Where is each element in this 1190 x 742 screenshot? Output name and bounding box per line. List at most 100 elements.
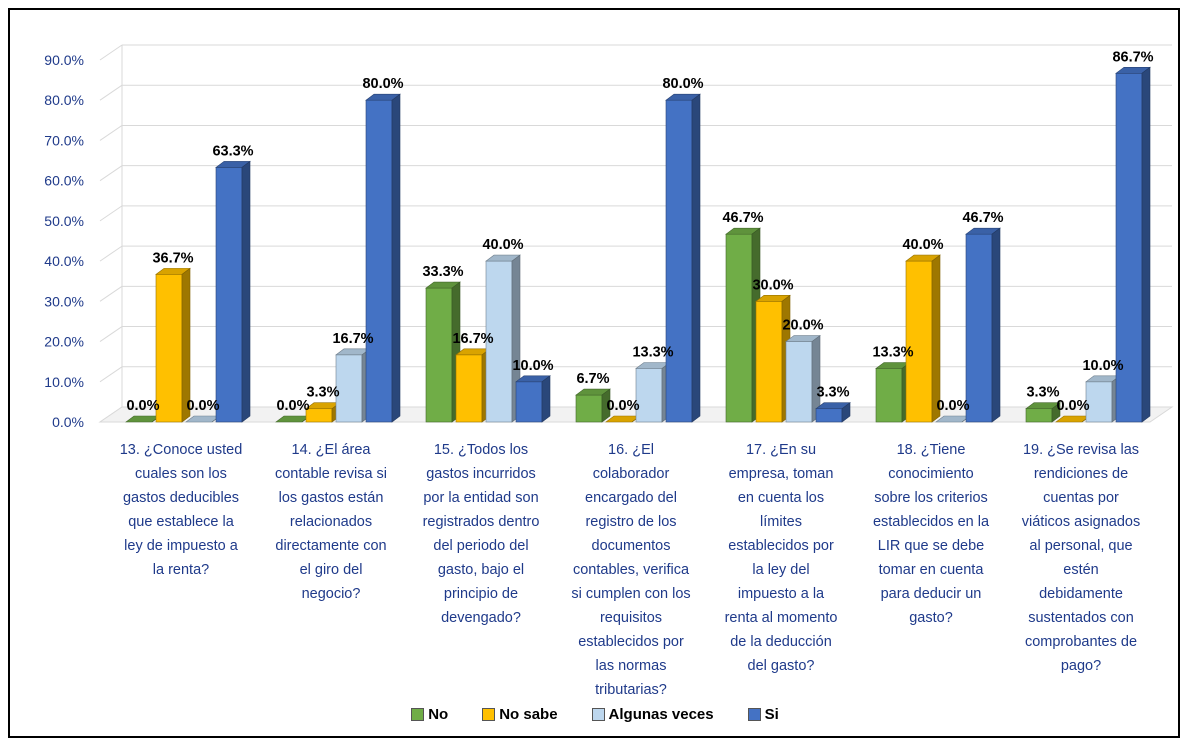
category-label: 14. ¿El área contable revisa si los gastos… xyxy=(262,438,400,606)
category-label-line: cuentas por xyxy=(1043,490,1119,506)
category-label-line: registro de los xyxy=(585,514,677,530)
legend-item: No xyxy=(411,706,448,723)
bar-algunas-veces xyxy=(1085,375,1121,423)
bar-front xyxy=(485,260,513,423)
gridline-side xyxy=(99,285,123,302)
category-label-line: 16. ¿El xyxy=(608,442,654,458)
bar-front xyxy=(155,274,183,423)
category-label-line: al personal, que xyxy=(1029,538,1133,554)
bar-front xyxy=(755,301,783,423)
category-label-line: gasto? xyxy=(909,610,953,626)
data-label: 3.3% xyxy=(306,385,339,401)
category-label-line: la ley del xyxy=(752,562,810,578)
data-label: 0.0% xyxy=(1056,398,1089,414)
bar-side xyxy=(691,93,701,423)
legend-swatch xyxy=(591,708,605,721)
category-label-line: si cumplen con los xyxy=(571,586,691,602)
category-label: 17. ¿En su empresa, toman en cuenta los lím… xyxy=(712,438,850,678)
data-label: 0.0% xyxy=(936,398,969,414)
category-label-line: por la entidad son xyxy=(423,490,539,506)
category-label-line: conocimiento xyxy=(888,466,974,482)
legend-swatch xyxy=(747,708,761,721)
legend-swatch xyxy=(411,708,425,721)
category-label-line: gastos incurridos xyxy=(426,466,536,482)
data-label: 30.0% xyxy=(752,277,793,293)
bar-side xyxy=(1051,402,1061,423)
y-tick-label: 70.0% xyxy=(44,132,84,148)
category-label-line: devengado? xyxy=(441,610,521,626)
data-label: 16.7% xyxy=(332,331,373,347)
bar-algunas-veces xyxy=(785,334,821,423)
category-label-line: negocio? xyxy=(301,586,361,602)
bar-no xyxy=(425,281,461,423)
data-label: 0.0% xyxy=(606,398,639,414)
category-label-line: encargado del xyxy=(585,490,677,506)
category-label-line: las normas xyxy=(595,658,667,674)
bar-front xyxy=(365,99,393,423)
bar-side xyxy=(931,254,941,423)
bar-front xyxy=(335,354,363,423)
bar-side xyxy=(841,402,851,423)
gridline-side xyxy=(99,125,123,141)
data-label: 86.7% xyxy=(1112,49,1153,65)
category-label-line: establecidos en la xyxy=(872,514,990,530)
category-label-line: contable revisa si xyxy=(274,466,388,482)
data-label: 13.3% xyxy=(872,345,913,361)
category-label-line: directamente con xyxy=(275,538,387,554)
category-label: 19. ¿Se revisa las rendiciones de cuentas … xyxy=(1012,438,1150,678)
category-label-line: 17. ¿En su xyxy=(745,442,817,458)
legend-label: Algunas veces xyxy=(608,706,714,723)
bar-front xyxy=(1025,408,1053,423)
bar-front xyxy=(725,233,753,423)
category-label-line: LIR que se debe xyxy=(877,538,985,554)
category-label-line: colaborador xyxy=(592,466,670,482)
bar-no xyxy=(725,227,761,423)
category-label-line: 19. ¿Se revisa las xyxy=(1022,442,1140,458)
data-label: 40.0% xyxy=(482,237,523,253)
data-label: 20.0% xyxy=(782,318,823,334)
legend-item: Si xyxy=(747,706,779,723)
bar-algunas-veces xyxy=(335,348,371,423)
category-label-line: límites xyxy=(760,514,802,530)
bar-side xyxy=(1141,66,1151,423)
category-label-line: empresa, toman xyxy=(728,466,834,482)
data-label: 0.0% xyxy=(186,398,219,414)
bar-side xyxy=(541,375,551,423)
bar-no xyxy=(875,361,911,423)
data-label: 36.7% xyxy=(152,250,193,266)
category-label-line: rendiciones de xyxy=(1033,466,1129,482)
data-label: 6.7% xyxy=(576,371,609,387)
bar-front xyxy=(875,368,903,423)
category-label-line: tomar en cuenta xyxy=(878,562,984,578)
bar-si xyxy=(365,93,401,423)
category-label: 18. ¿Tiene conocimiento sobre los criterio… xyxy=(862,438,1000,630)
bar-no xyxy=(1025,402,1061,423)
bar-no-sabe xyxy=(455,348,491,423)
bar-front xyxy=(575,394,603,423)
bar-front xyxy=(515,381,543,423)
gridline-side xyxy=(99,366,123,383)
category-label-line: establecidos por xyxy=(578,634,684,650)
category-label-line: gastos deducibles xyxy=(122,490,240,506)
category-label-line: registrados dentro xyxy=(422,514,540,530)
y-tick-label: 50.0% xyxy=(44,213,84,229)
bar-si xyxy=(815,402,851,423)
gridline-side xyxy=(99,245,123,262)
bar-front xyxy=(665,99,693,423)
category-label-line: cuales son los xyxy=(135,466,227,482)
y-tick-label: 30.0% xyxy=(44,293,84,309)
data-label: 33.3% xyxy=(422,264,463,280)
category-label-line: el giro del xyxy=(299,562,363,578)
bar-front xyxy=(215,167,243,423)
category-label-line: viáticos asignados xyxy=(1021,514,1141,530)
category-label-line: relacionados xyxy=(289,514,373,530)
bar-no-sabe xyxy=(155,267,191,423)
category-label-line: estén xyxy=(1063,562,1099,578)
category-label-line: principio de xyxy=(443,586,519,602)
bar-no xyxy=(575,388,611,423)
gridline-side xyxy=(99,205,123,222)
bar-front xyxy=(305,408,333,423)
bar-side xyxy=(991,227,1001,423)
legend-label: Si xyxy=(764,706,779,723)
